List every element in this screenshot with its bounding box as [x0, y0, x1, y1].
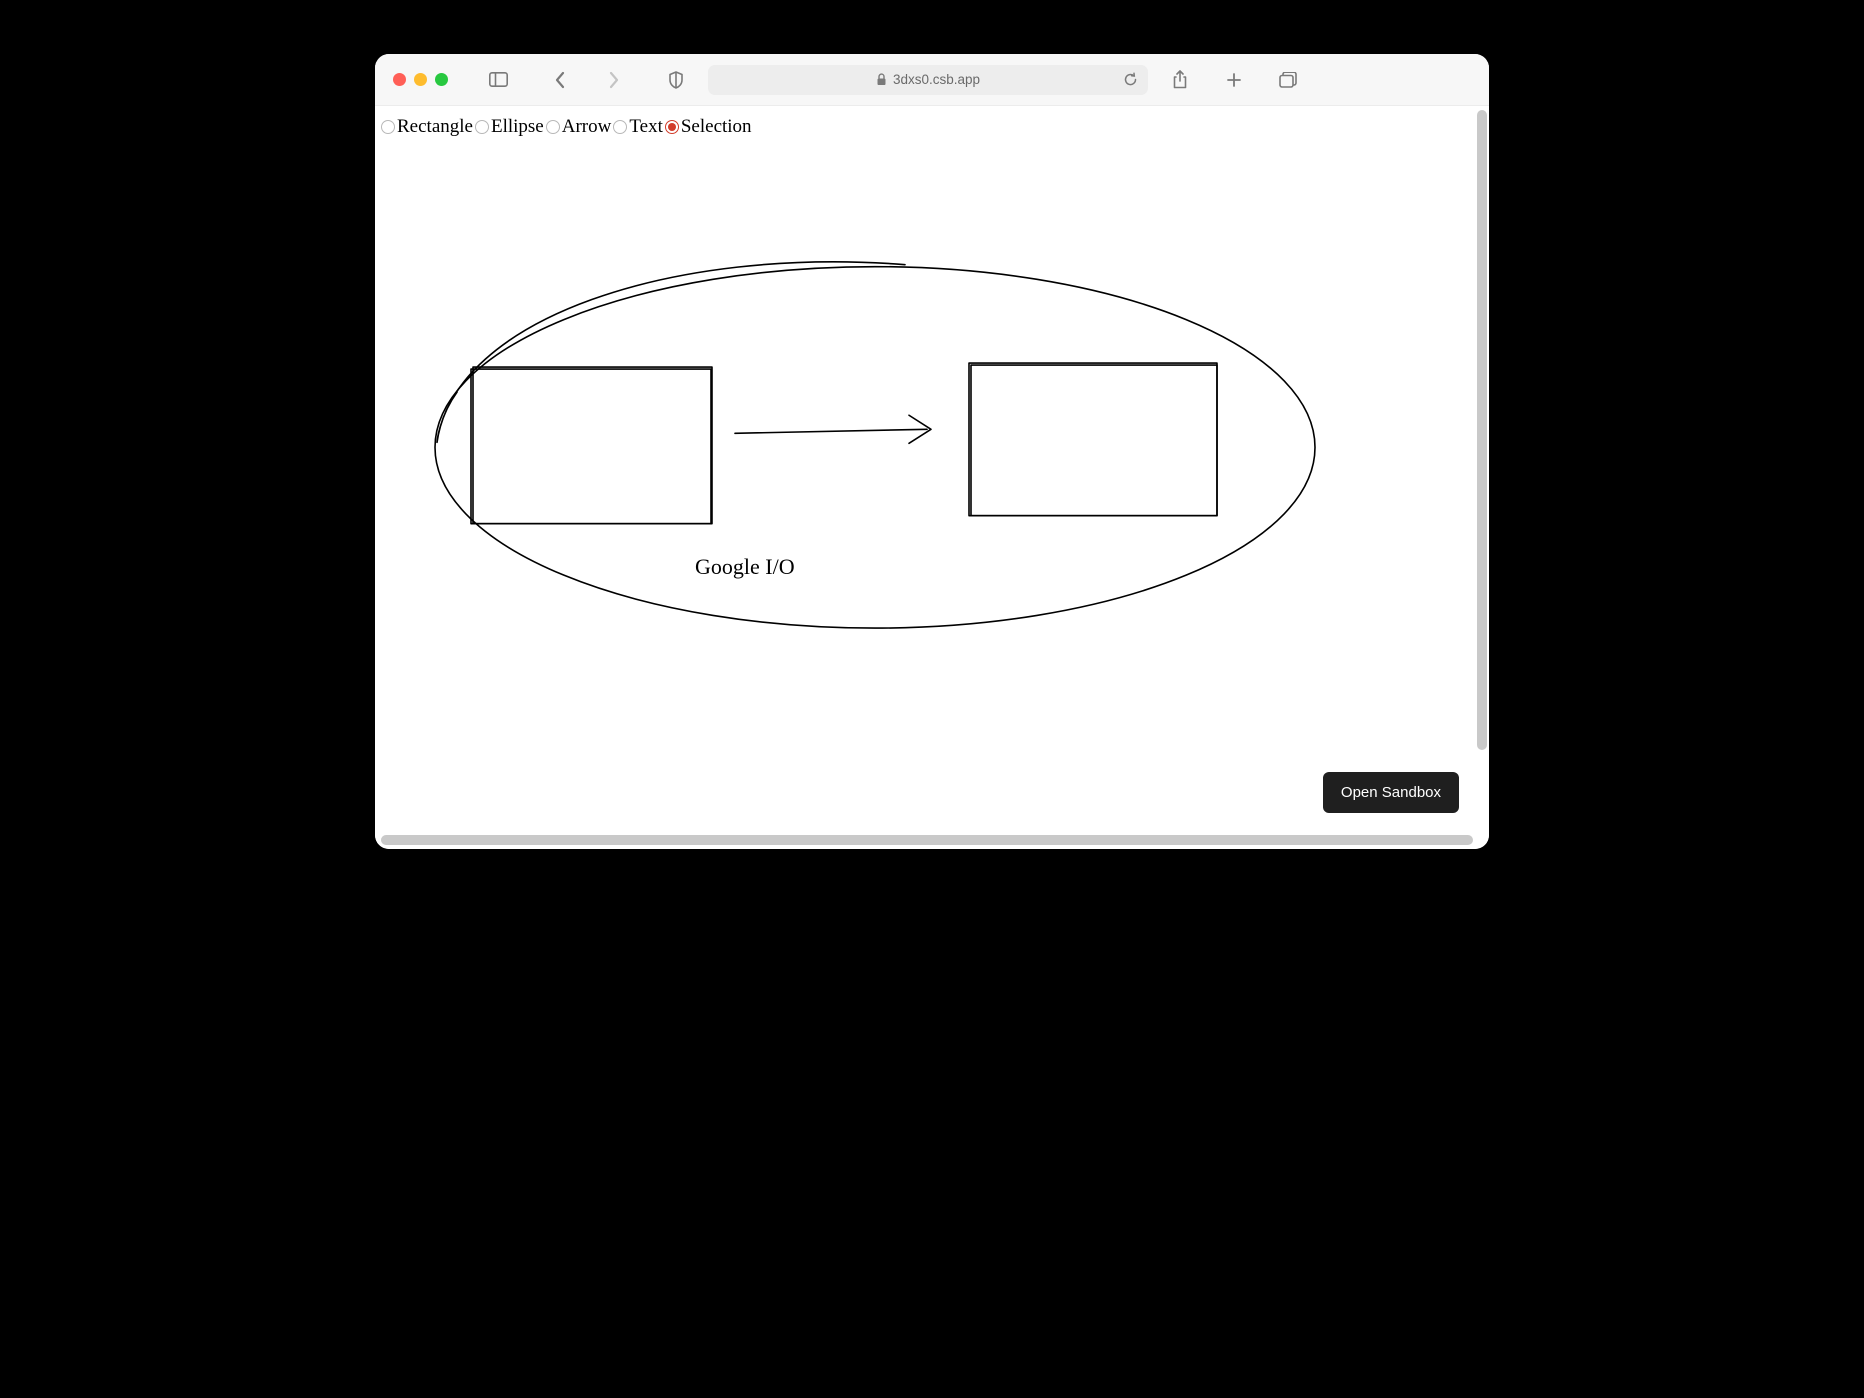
nav-back-icon[interactable]	[550, 70, 570, 90]
window-close-button[interactable]	[393, 73, 406, 86]
tabs-overview-icon[interactable]	[1278, 70, 1298, 90]
page-content: Rectangle Ellipse Arrow Text Selection	[375, 106, 1489, 849]
shape-rectangle-right[interactable]	[969, 363, 1217, 516]
vertical-scrollbar[interactable]	[1477, 110, 1487, 750]
privacy-shield-icon[interactable]	[666, 70, 686, 90]
new-tab-icon[interactable]	[1224, 70, 1244, 90]
shape-text[interactable]: Google I/O	[695, 554, 795, 580]
drawing-canvas[interactable]	[375, 106, 1489, 849]
shape-ellipse[interactable]	[435, 267, 1315, 628]
open-sandbox-button[interactable]: Open Sandbox	[1323, 772, 1459, 813]
browser-window: 3dxs0.csb.app Rectangle El	[375, 54, 1489, 849]
shape-ellipse-overdraw	[437, 262, 905, 443]
browser-titlebar: 3dxs0.csb.app	[375, 54, 1489, 106]
nav-forward-icon[interactable]	[604, 70, 624, 90]
lock-icon	[876, 73, 887, 86]
share-icon[interactable]	[1170, 70, 1190, 90]
reload-icon[interactable]	[1123, 72, 1138, 87]
horizontal-scrollbar[interactable]	[381, 835, 1473, 845]
sidebar-toggle-icon[interactable]	[488, 70, 508, 90]
url-text: 3dxs0.csb.app	[893, 72, 980, 87]
window-zoom-button[interactable]	[435, 73, 448, 86]
window-minimize-button[interactable]	[414, 73, 427, 86]
shape-rectangle-left[interactable]	[471, 367, 712, 524]
shape-arrow[interactable]	[735, 415, 931, 443]
address-bar[interactable]: 3dxs0.csb.app	[708, 65, 1148, 95]
window-controls	[393, 73, 448, 86]
